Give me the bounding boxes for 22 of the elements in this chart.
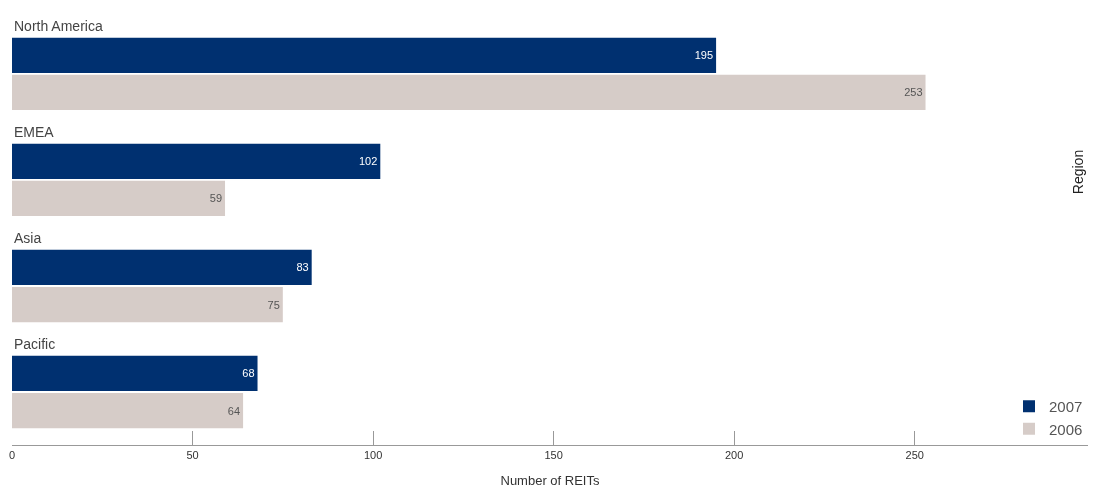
- x-tick-label: 100: [363, 449, 383, 462]
- data-label: 75: [267, 298, 280, 311]
- legend-label: 2006: [1049, 420, 1083, 438]
- x-tick-label: 150: [544, 449, 563, 462]
- x-tick-label: 250: [905, 449, 924, 462]
- data-label: 195: [694, 49, 714, 62]
- y-tick-label: North America: [14, 18, 103, 34]
- x-tick-label: 200: [724, 449, 744, 462]
- x-tick-label: 0: [8, 449, 16, 462]
- data-label: 68: [242, 367, 255, 380]
- y-axis-title: Region: [1069, 149, 1086, 195]
- y-tick-label: Pacific: [14, 336, 56, 352]
- legend-label: 2007: [1049, 398, 1083, 416]
- data-label: 102: [358, 155, 378, 168]
- y-tick-label: Asia: [14, 230, 42, 246]
- data-label: 64: [227, 404, 241, 417]
- data-label: 83: [296, 261, 309, 274]
- x-axis-title: Number of REITs: [500, 472, 600, 488]
- x-tick-label: 50: [186, 449, 199, 462]
- y-tick-label: EMEA: [14, 124, 55, 140]
- data-label: 59: [209, 192, 223, 205]
- data-label: 253: [904, 86, 923, 99]
